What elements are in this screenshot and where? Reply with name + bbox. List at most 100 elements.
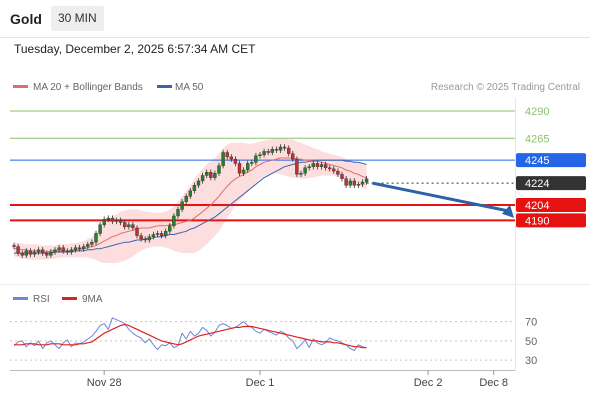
chart-datetime: Tuesday, December 2, 2025 6:57:34 AM CET [14, 42, 256, 56]
candle [28, 248, 33, 257]
candle [81, 243, 86, 252]
candle-body [196, 180, 201, 186]
candle-body [332, 168, 336, 172]
x-axis-line [10, 370, 515, 371]
candle [328, 165, 332, 172]
candle-body [291, 153, 295, 160]
candle [348, 178, 352, 189]
candle [344, 176, 348, 189]
candle [250, 159, 254, 167]
price-level-label-4245: 4245 [525, 155, 549, 167]
rsi-line [13, 317, 367, 351]
candle [245, 160, 250, 173]
candle-body [32, 251, 37, 255]
panel-divider [0, 284, 590, 285]
header-bar: Gold 30 MIN [0, 0, 590, 38]
candles [12, 144, 369, 259]
legend-swatch-ma20 [13, 85, 28, 88]
candle [209, 169, 213, 181]
candle-body [204, 171, 209, 176]
candle [323, 161, 328, 171]
candle [176, 206, 180, 219]
candle-body [131, 224, 135, 229]
candle-body [336, 170, 340, 175]
candle [20, 250, 24, 259]
candle [258, 151, 262, 159]
candle-body [250, 162, 254, 164]
candle-body [352, 180, 356, 186]
rsi-ma-line [14, 323, 367, 349]
timeframe-badge[interactable]: 30 MIN [51, 6, 104, 31]
candle-body [295, 158, 299, 175]
candle [217, 162, 221, 177]
candle-body [36, 249, 41, 253]
candle [200, 172, 205, 184]
candle-body [319, 164, 324, 167]
forecast-arrow-head [502, 204, 514, 218]
candle-body [41, 249, 45, 254]
candle-body [262, 151, 266, 155]
candle [118, 217, 123, 226]
candle [159, 230, 164, 239]
candle [110, 215, 115, 225]
candle [180, 198, 184, 213]
candle [122, 219, 127, 230]
price-level-labels: 4290 4265 4245 4224 4204 4190 [516, 106, 586, 228]
candle-body [323, 164, 328, 169]
candle-body [139, 235, 143, 240]
watermark: Research © 2025 Trading Central [431, 82, 580, 93]
candle [213, 170, 217, 181]
price-level-label-4190: 4190 [525, 215, 549, 227]
candle [16, 243, 20, 256]
candle-body [168, 225, 172, 232]
candle [102, 216, 106, 228]
candle-body [315, 163, 320, 167]
candle [53, 247, 57, 255]
candle-body [303, 167, 307, 174]
candle [266, 148, 270, 156]
bollinger-band [14, 138, 367, 263]
candle-body [287, 147, 291, 154]
legend-label-ma20: MA 20 + Bollinger Bands [33, 82, 143, 93]
candle [172, 213, 176, 229]
candle [32, 249, 37, 257]
legend-swatch-ma50 [157, 85, 172, 88]
candle-body [311, 163, 315, 167]
candle [77, 244, 82, 252]
candle [86, 241, 90, 250]
candle-body [147, 236, 152, 241]
price-level-tag-4245 [516, 153, 586, 168]
candle [291, 150, 295, 162]
candle [184, 193, 188, 205]
legend-label-rsi-ma: 9MA [82, 294, 103, 305]
candle-body [61, 247, 65, 252]
candle [221, 149, 225, 169]
candle-body [49, 251, 53, 256]
candle-body [135, 227, 139, 236]
candle-body [118, 220, 123, 223]
candle-body [328, 167, 332, 170]
candle [151, 231, 156, 240]
candle [340, 171, 344, 182]
candle-body [143, 238, 147, 241]
candle [225, 149, 229, 160]
candle-body [73, 247, 78, 251]
candle-body [69, 249, 74, 253]
candle [315, 160, 320, 170]
candle-body [254, 155, 258, 163]
x-axis-label: Dec 8 [479, 377, 508, 389]
candle-body [172, 215, 176, 226]
candle-body [348, 180, 352, 186]
candle [163, 228, 168, 239]
candle [49, 249, 53, 259]
price-legend: MA 20 + Bollinger Bands MA 50 Research ©… [13, 82, 580, 93]
bollinger-band-fill [14, 138, 367, 263]
candle-body [114, 220, 119, 222]
candle [143, 236, 147, 243]
candle [94, 230, 98, 245]
candle [299, 170, 303, 178]
candle-body [266, 151, 270, 153]
candle-body [180, 201, 184, 210]
candle [295, 156, 299, 178]
candle [168, 223, 172, 234]
